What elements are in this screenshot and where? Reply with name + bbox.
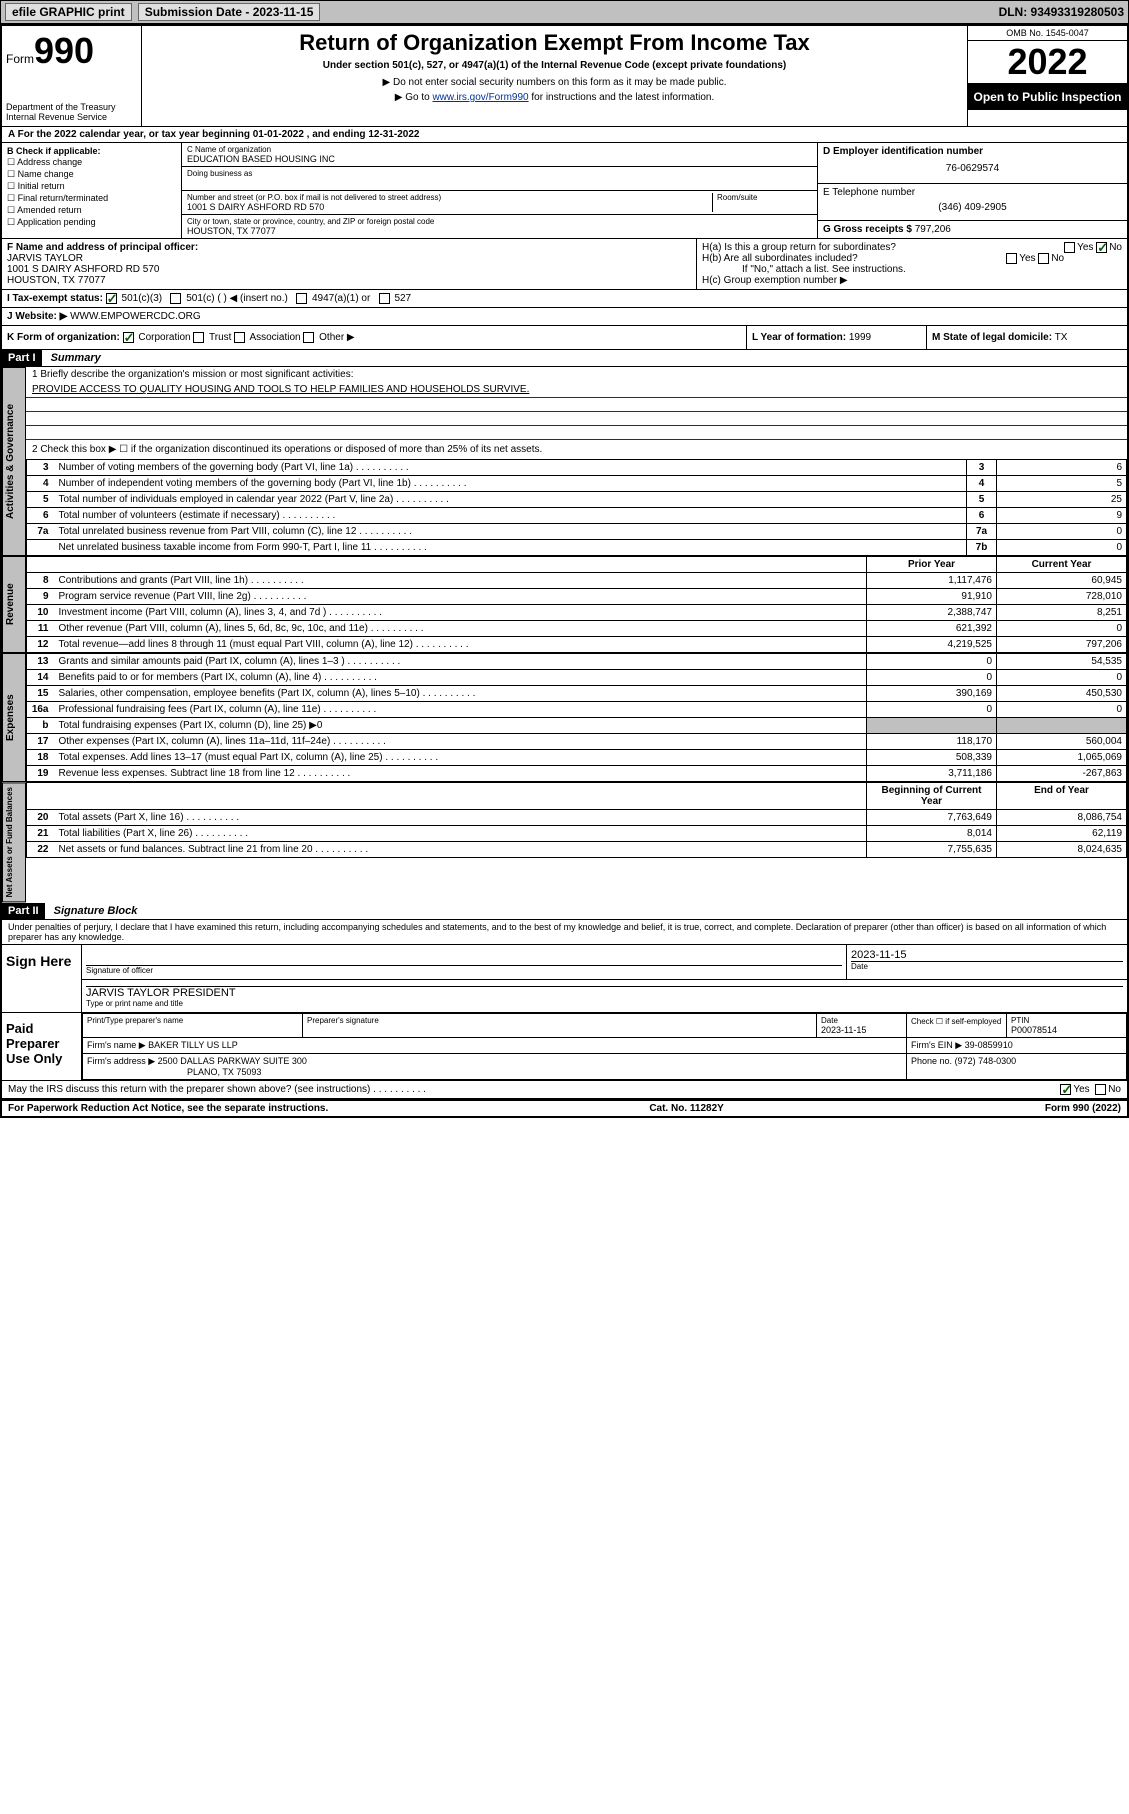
check-initial-return[interactable]: ☐ Initial return: [7, 181, 176, 192]
no-ssn-note: ▶ Do not enter social security numbers o…: [146, 77, 963, 88]
efile-print-button[interactable]: efile GRAPHIC print: [5, 3, 132, 21]
org-street: 1001 S DAIRY ASHFORD RD 570: [187, 202, 324, 212]
dept-label: Department of the Treasury: [6, 102, 137, 112]
paid-preparer-row: Paid Preparer Use Only Print/Type prepar…: [2, 1013, 1127, 1081]
check-name-change[interactable]: ☐ Name change: [7, 169, 176, 180]
discuss-yes[interactable]: [1060, 1084, 1071, 1095]
irs-label: Internal Revenue Service: [6, 112, 137, 122]
firm-phone: (972) 748-0300: [955, 1056, 1017, 1066]
gross-receipts: 797,206: [915, 224, 951, 235]
header-center: Return of Organization Exempt From Incom…: [142, 26, 967, 126]
sign-here-row: Sign Here Signature of officer 2023-11-1…: [2, 945, 1127, 1013]
k-assoc[interactable]: [234, 332, 245, 343]
form-header: Form990 Department of the Treasury Inter…: [2, 26, 1127, 127]
line-a: A For the 2022 calendar year, or tax yea…: [2, 127, 1127, 143]
check-pending[interactable]: ☐ Application pending: [7, 217, 176, 228]
state-domicile: TX: [1055, 332, 1068, 343]
header-right: OMB No. 1545-0047 2022 Open to Public In…: [967, 26, 1127, 126]
vlabel-netassets: Net Assets or Fund Balances: [2, 782, 26, 902]
right-col: D Employer identification number76-06295…: [817, 143, 1127, 238]
form-prefix: Form: [6, 52, 34, 66]
may-irs-discuss: May the IRS discuss this return with the…: [2, 1081, 1127, 1100]
box-c: C Name of organizationEDUCATION BASED HO…: [182, 143, 817, 238]
section-bcdefg: B Check if applicable: ☐ Address change …: [2, 143, 1127, 239]
year-formation: 1999: [849, 332, 871, 343]
form-subtitle: Under section 501(c), 527, or 4947(a)(1)…: [146, 60, 963, 71]
section-fh: F Name and address of principal officer:…: [2, 239, 1127, 290]
part-ii-header: Part II Signature Block: [2, 903, 1127, 920]
vlabel-revenue: Revenue: [2, 556, 26, 653]
submission-date-button[interactable]: Submission Date - 2023-11-15: [138, 3, 321, 21]
mission-text: PROVIDE ACCESS TO QUALITY HOUSING AND TO…: [26, 382, 1127, 398]
hb-yes[interactable]: [1006, 253, 1017, 264]
revenue-section: Revenue Prior YearCurrent Year8Contribut…: [2, 556, 1127, 653]
ha-yes[interactable]: [1064, 242, 1075, 253]
officer-name: JARVIS TAYLOR: [7, 253, 83, 264]
website: WWW.EMPOWERCDC.ORG: [70, 311, 201, 322]
vlabel-governance: Activities & Governance: [2, 367, 26, 556]
tax-527[interactable]: [379, 293, 390, 304]
part-i-header: Part I Summary: [2, 350, 1127, 367]
box-b: B Check if applicable: ☐ Address change …: [2, 143, 182, 238]
hb-no[interactable]: [1038, 253, 1049, 264]
ein: 76-0629574: [823, 157, 1122, 180]
tax-year: 2022: [968, 41, 1127, 84]
form-page: Form990 Department of the Treasury Inter…: [0, 24, 1129, 1118]
tax-4947[interactable]: [296, 293, 307, 304]
expenses-section: Expenses 13Grants and similar amounts pa…: [2, 653, 1127, 782]
dln-label: DLN: 93493319280503: [999, 5, 1124, 19]
section-klm: K Form of organization: Corporation Trus…: [2, 326, 1127, 350]
k-other[interactable]: [303, 332, 314, 343]
goto-line: ▶ Go to www.irs.gov/Form990 for instruct…: [146, 92, 963, 103]
vlabel-expenses: Expenses: [2, 653, 26, 782]
ptin: P00078514: [1011, 1025, 1057, 1035]
form-footer-right: Form 990 (2022): [1045, 1103, 1121, 1114]
k-corp[interactable]: [123, 332, 134, 343]
footer: For Paperwork Reduction Act Notice, see …: [2, 1100, 1127, 1116]
k-trust[interactable]: [193, 332, 204, 343]
officer-sig-name: JARVIS TAYLOR PRESIDENT: [86, 987, 236, 999]
discuss-no[interactable]: [1095, 1084, 1106, 1095]
omb-number: OMB No. 1545-0047: [968, 26, 1127, 41]
firm-ein: 39-0859910: [965, 1040, 1013, 1050]
check-amended[interactable]: ☐ Amended return: [7, 205, 176, 216]
org-city: HOUSTON, TX 77077: [187, 226, 276, 236]
ha-no[interactable]: [1096, 242, 1107, 253]
irs-link[interactable]: www.irs.gov/Form990: [432, 92, 528, 103]
firm-name: BAKER TILLY US LLP: [148, 1040, 238, 1050]
open-inspection: Open to Public Inspection: [968, 84, 1127, 110]
penalty-text: Under penalties of perjury, I declare th…: [2, 920, 1127, 945]
topbar: efile GRAPHIC print Submission Date - 20…: [0, 0, 1129, 24]
phone: (346) 409-2905: [823, 198, 1122, 217]
check-address-change[interactable]: ☐ Address change: [7, 157, 176, 168]
header-left: Form990 Department of the Treasury Inter…: [2, 26, 142, 126]
section-ij: I Tax-exempt status: 501(c)(3) 501(c) ( …: [2, 290, 1127, 326]
governance-section: Activities & Governance 1 Briefly descri…: [2, 367, 1127, 556]
form-number: 990: [34, 30, 94, 71]
tax-501c[interactable]: [170, 293, 181, 304]
org-name: EDUCATION BASED HOUSING INC: [187, 154, 335, 164]
tax-501c3[interactable]: [106, 293, 117, 304]
check-final-return[interactable]: ☐ Final return/terminated: [7, 193, 176, 204]
netassets-section: Net Assets or Fund Balances Beginning of…: [2, 782, 1127, 902]
form-title: Return of Organization Exempt From Incom…: [146, 30, 963, 56]
